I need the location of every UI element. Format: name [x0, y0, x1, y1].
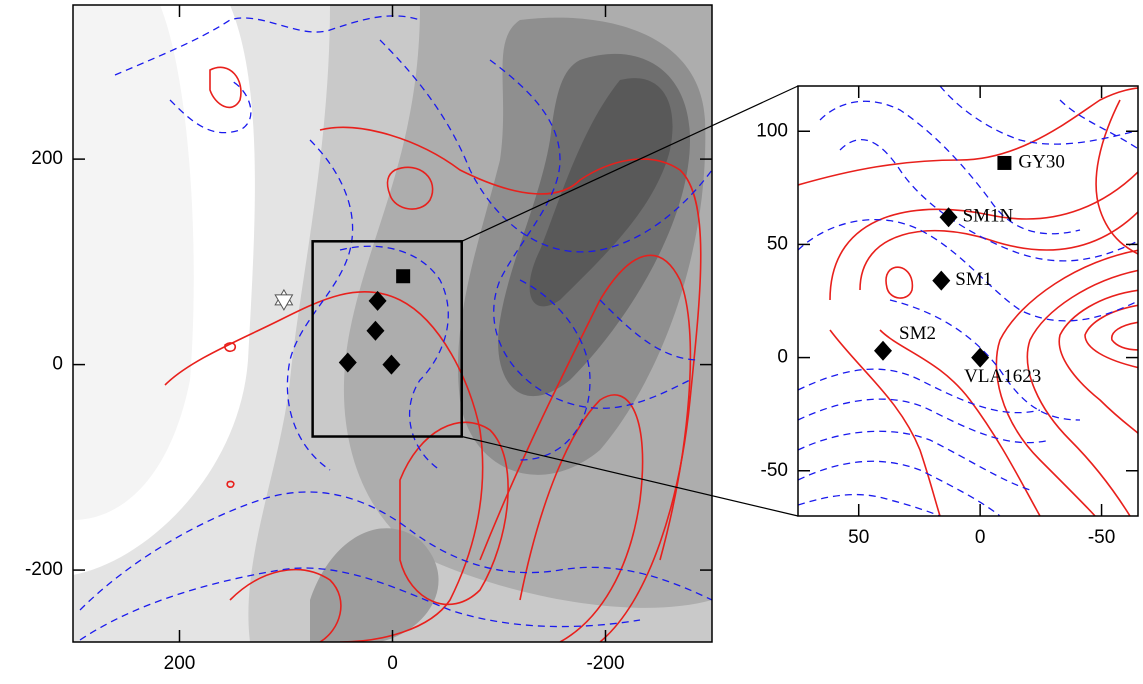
main-map: [73, 5, 712, 642]
source-label: GY30: [1018, 151, 1064, 172]
square-marker: [396, 269, 410, 283]
figure: 200 0 -200 200 0 -200 50 0 -50 100 50 0 -50 GY30 SM1N S…: [0, 0, 1143, 684]
y-tick-label: 0: [777, 347, 788, 368]
square-marker: [997, 156, 1011, 170]
y-tick-label: 100: [756, 120, 788, 141]
y-tick-label: -50: [761, 460, 788, 481]
inset-map: [798, 86, 1140, 516]
x-tick-label: -200: [586, 653, 624, 674]
y-tick-label: 50: [767, 233, 788, 254]
x-tick-label: 0: [387, 653, 398, 674]
y-tick-label: 0: [52, 354, 63, 375]
y-tick-label: -200: [25, 559, 63, 580]
x-tick-label: 200: [164, 653, 196, 674]
source-label: SM2: [899, 323, 936, 344]
source-label: SM1N: [963, 206, 1014, 227]
y-tick-label: 200: [31, 148, 63, 169]
source-label: VLA1623: [964, 366, 1041, 387]
x-tick-label: -50: [1088, 527, 1115, 548]
x-tick-label: 50: [848, 527, 869, 548]
x-tick-label: 0: [975, 527, 986, 548]
source-label: SM1: [955, 269, 992, 290]
